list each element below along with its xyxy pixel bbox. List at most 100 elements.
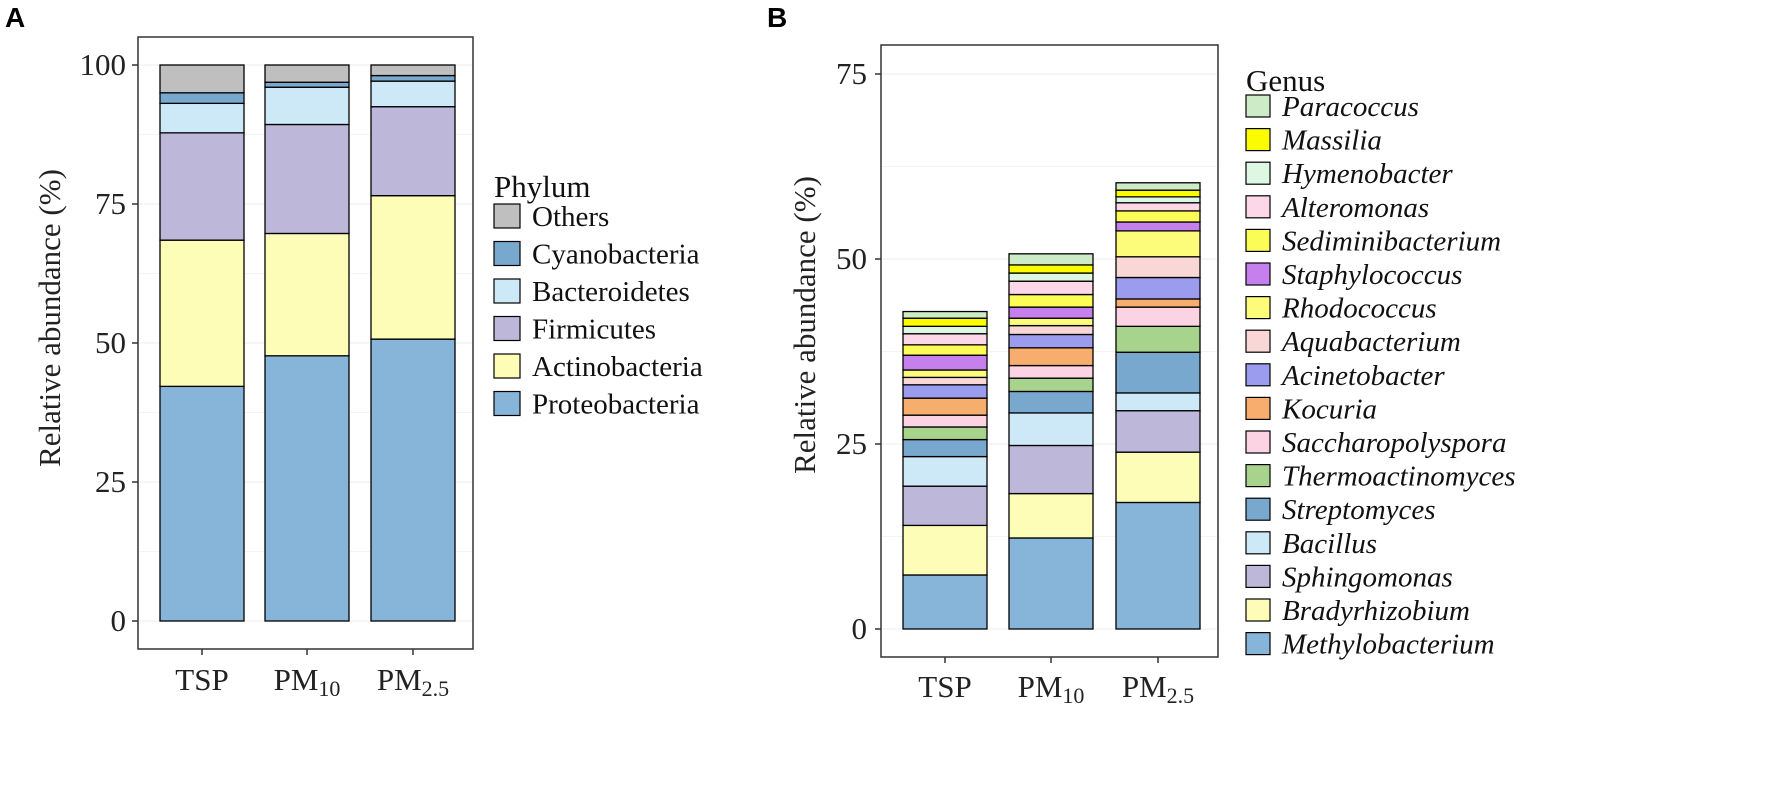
bar-segment-streptomyces <box>902 438 988 458</box>
legend-title: Phylum <box>494 169 590 204</box>
y-axis-ticks: 0 25 50 75 <box>836 56 881 646</box>
y-axis-label: Relative abundance (%) <box>32 169 67 467</box>
bar-segment-saccharopolyspora <box>1008 364 1094 379</box>
bar-segment-proteobacteria <box>370 338 456 622</box>
legend-swatch-staphylococcus <box>1245 262 1271 286</box>
legend-label-sediminibacterium: Sediminibacterium <box>1282 225 1501 257</box>
bar-segment-bradyrhizobium <box>1115 451 1201 504</box>
legend: Phylum Others Cyanobacteria Bacteroidetes F… <box>493 169 703 421</box>
bar-segment-alteromonas <box>1008 280 1094 296</box>
legend-label-acinetobacter: Acinetobacter <box>1280 360 1445 392</box>
bar-segment-acinetobacter <box>902 384 988 399</box>
x-tick-label: TSP <box>918 669 971 704</box>
bar-segment-aquabacterium <box>902 376 988 386</box>
panel-b: B 0 25 50 75 TSP PM10 PM2.5 Relative abundanc… <box>767 2 1516 708</box>
legend-label-aquabacterium: Aquabacterium <box>1280 326 1461 358</box>
legend-label-bacteroidetes: Bacteroidetes <box>532 276 690 308</box>
bar-segment-kocuria <box>902 397 988 416</box>
legend-label-cyanobacteria: Cyanobacteria <box>532 239 700 271</box>
bar-segment-acinetobacter <box>1115 276 1201 300</box>
bar-segment-methylobacterium <box>1008 537 1094 630</box>
x-tick-label: PM10 <box>274 662 341 701</box>
bar-segment-sediminibacterium <box>902 344 988 356</box>
bar-segment-actinobacteria <box>370 195 456 340</box>
legend-label-hymenobacter: Hymenobacter <box>1281 158 1453 190</box>
bar-segment-kocuria <box>1115 298 1201 308</box>
panel-label: A <box>5 2 25 33</box>
legend-label-proteobacteria: Proteobacteria <box>532 389 700 421</box>
bar-segment-staphylococcus <box>1008 306 1094 319</box>
legend-swatch-paracoccus <box>1245 94 1271 118</box>
bar-segment-firmicutes <box>159 132 245 241</box>
legend-label-firmicutes: Firmicutes <box>532 314 656 346</box>
legend-swatch-bradyrhizobium <box>1245 598 1271 622</box>
bar-segment-methylobacterium <box>902 574 988 630</box>
bar-segment-rhodococcus <box>1008 317 1094 327</box>
bar-segment-rhodococcus <box>902 369 988 379</box>
legend-swatch-bacillus <box>1245 531 1271 555</box>
bar-segment-kocuria <box>1008 347 1094 367</box>
legend-swatch-hymenobacter <box>1245 161 1271 185</box>
panel-label: B <box>767 2 787 33</box>
bars <box>159 64 456 622</box>
bar-segment-staphylococcus <box>1115 221 1201 232</box>
bar-segment-rhodococcus <box>1115 230 1201 258</box>
x-tick-label: PM2.5 <box>1122 669 1194 708</box>
legend-swatch-thermoactinomyces <box>1245 464 1271 488</box>
legend-swatch-rhodococcus <box>1245 296 1271 320</box>
bar-segment-bacillus <box>902 455 988 487</box>
bar-segment-actinobacteria <box>159 239 245 388</box>
legend-swatch-methylobacterium <box>1245 631 1271 656</box>
bar-segment-bacteroidetes <box>264 86 350 126</box>
bar-segment-proteobacteria <box>159 385 245 622</box>
legend-label-saccharopolyspora: Saccharopolyspora <box>1282 427 1506 459</box>
y-tick-label: 50 <box>95 325 126 360</box>
y-tick-label: 25 <box>95 464 126 499</box>
legend-title: Genus <box>1246 63 1325 98</box>
bar-segment-sediminibacterium <box>1115 210 1201 223</box>
panel-a: A 0 25 50 75 100 TSP PM10 PM2.5 Relative abund… <box>5 2 703 701</box>
bar-segment-aquabacterium <box>1008 324 1094 336</box>
bar-segment-bradyrhizobium <box>1008 492 1094 539</box>
bar-segment-alteromonas <box>1115 202 1201 212</box>
y-tick-label: 0 <box>852 611 868 646</box>
x-tick-label: TSP <box>175 662 228 697</box>
legend-label-sphingomonas: Sphingomonas <box>1282 561 1453 593</box>
bar-segment-bacteroidetes <box>370 80 456 108</box>
bar-segment-bacteroidetes <box>159 102 245 134</box>
legend-swatch-others <box>493 203 521 229</box>
bar-segment-sphingomonas <box>1115 410 1201 453</box>
bar-segment-hymenobacter <box>1008 272 1094 282</box>
legend-swatch-proteobacteria <box>493 390 521 417</box>
bar-segment-massilia <box>1008 264 1094 274</box>
legend-swatch-sphingomonas <box>1245 564 1271 589</box>
bar-segment-bacillus <box>1115 392 1201 412</box>
y-tick-label: 100 <box>80 47 127 82</box>
bar-segment-saccharopolyspora <box>902 414 988 428</box>
bar-segment-thermoactinomyces <box>902 426 988 441</box>
y-tick-label: 50 <box>836 241 867 276</box>
legend-label-actinobacteria: Actinobacteria <box>532 351 703 383</box>
legend: Genus ParacoccusMassiliaHymenobacterAlte… <box>1245 63 1516 661</box>
legend-label-alteromonas: Alteromonas <box>1280 192 1429 224</box>
bar-segment-staphylococcus <box>902 354 988 371</box>
bar-segment-alteromonas <box>902 333 988 346</box>
y-tick-label: 75 <box>836 56 867 91</box>
bar-segment-others <box>159 64 245 94</box>
bar-segment-others <box>370 64 456 77</box>
legend-swatch-alteromonas <box>1245 195 1271 219</box>
legend-swatch-cyanobacteria <box>493 240 521 267</box>
legend-label-others: Others <box>532 201 609 233</box>
legend-swatch-firmicutes <box>493 315 521 342</box>
legend-label-massilia: Massilia <box>1281 125 1382 157</box>
legend-label-methylobacterium: Methylobacterium <box>1281 629 1495 661</box>
legend-label-thermoactinomyces: Thermoactinomyces <box>1282 461 1516 493</box>
bar-segment-paracoccus <box>1115 182 1201 191</box>
bars <box>902 182 1201 630</box>
bar-segment-cyanobacteria <box>264 81 350 88</box>
legend-swatch-aquabacterium <box>1245 329 1271 353</box>
bar-segment-aquabacterium <box>1115 256 1201 279</box>
legend-swatch-streptomyces <box>1245 497 1271 521</box>
bar-segment-streptomyces <box>1115 351 1201 394</box>
